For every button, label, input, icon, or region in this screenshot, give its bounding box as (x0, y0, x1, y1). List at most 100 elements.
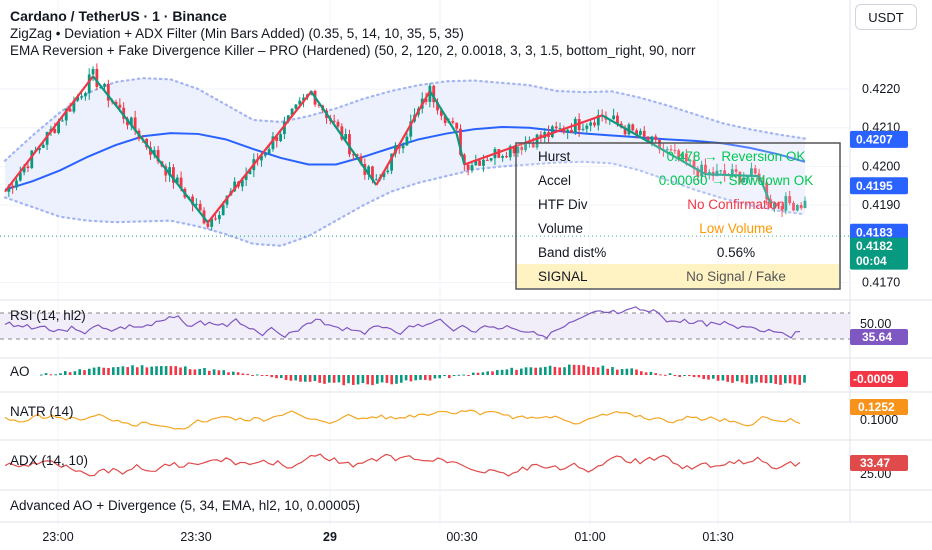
rsi-level-label: 50.00 (860, 317, 891, 331)
ao-bar (275, 375, 278, 379)
candle-body (765, 182, 769, 200)
upper-band-line (3, 77, 807, 162)
ao-bar (150, 366, 153, 375)
candle-body (45, 132, 49, 145)
time-tick-label: 23:00 (42, 530, 73, 544)
candle-body (198, 203, 202, 211)
ao-bar (390, 375, 393, 385)
candle-body (535, 134, 539, 148)
candle-body (95, 68, 99, 88)
candle-body (191, 196, 194, 205)
candle-body (623, 127, 627, 135)
ao-bar (232, 371, 235, 375)
candle-body (723, 170, 727, 175)
ao-bar (712, 375, 715, 379)
candle-body (390, 153, 394, 171)
ao-bar (774, 375, 777, 384)
time-tick-label: 23:30 (180, 530, 211, 544)
ao-bar (236, 372, 240, 375)
candle-body (550, 126, 554, 137)
ao-bar (572, 364, 576, 375)
candle-body (738, 171, 742, 183)
price-axis[interactable]: 0.42200.42100.42000.41900.41700.42070.41… (850, 82, 908, 290)
candle-body (298, 100, 302, 105)
ao-divergence-indicator-title[interactable]: Advanced AO + Divergence (5, 34, EMA, hl… (10, 498, 361, 513)
zigzag-segment (463, 114, 603, 166)
candle-body (508, 146, 512, 158)
zigzag-indicator-title[interactable]: ZigZag • Deviation + ADX Filter (Min Bar… (10, 26, 464, 41)
candle-body (524, 143, 527, 151)
candle-body (780, 206, 784, 211)
ao-bar (73, 371, 77, 375)
ao-bar (59, 373, 62, 375)
ao-bar (707, 375, 710, 380)
candle-body (581, 128, 585, 131)
ao-bar (803, 375, 806, 383)
zigzag-line (0, 75, 850, 237)
ao-bar (121, 366, 125, 375)
ao-bar (145, 367, 149, 375)
ao-bar (112, 367, 115, 375)
currency-button[interactable]: USDT (855, 4, 917, 30)
candle-body (240, 179, 244, 187)
candle-body (61, 120, 64, 122)
adx-title: ADX (14, 10) (10, 453, 88, 468)
ao-bar (764, 375, 768, 384)
price-tick-label: 0.4220 (862, 82, 900, 96)
ao-bar (625, 368, 629, 375)
candle-body (750, 168, 753, 177)
ao-bar (131, 365, 134, 375)
ao-bar (217, 370, 221, 375)
candle-body (152, 150, 156, 155)
candle-body (428, 85, 432, 102)
adx-value-tag (850, 455, 908, 471)
ao-bar (544, 366, 547, 375)
ao-bar (534, 367, 537, 375)
time-axis[interactable]: 23:00 23:30 29 00:30 01:00 01:30 (42, 530, 733, 544)
zigzag-segment (455, 133, 466, 165)
ao-bar (328, 375, 331, 383)
candle-body (558, 128, 562, 130)
candle-body (596, 115, 600, 126)
candle-body (91, 68, 95, 75)
candle-body (616, 115, 619, 124)
ao-bar (424, 375, 427, 380)
table-row-value: Low Volume (699, 221, 773, 236)
ao-bar (54, 374, 57, 376)
candle-body (462, 154, 466, 165)
ao-bar (342, 375, 345, 386)
ao-bar (601, 365, 605, 375)
ema-reversion-indicator-title[interactable]: EMA Reversion + Fake Divergence Killer –… (10, 43, 696, 58)
ao-bar (294, 375, 297, 381)
ao-bar (414, 375, 417, 381)
ao-bar (323, 375, 326, 384)
candle-body (646, 136, 650, 143)
candle-body (784, 196, 788, 211)
table-row-value: No Confirmation (687, 197, 785, 212)
price-tag-label: 0.4195 (856, 179, 893, 193)
candle-body (531, 142, 535, 148)
price-tag-label: 0.4207 (856, 132, 893, 146)
ao-bar (510, 367, 513, 375)
ao-bar (673, 375, 677, 377)
candle-body (164, 166, 168, 176)
price-tag-label: 0.4183 (856, 225, 893, 239)
candle-body (684, 153, 688, 162)
candle-body (665, 149, 669, 151)
countdown-label: 00:04 (856, 254, 887, 268)
candle-body (248, 170, 252, 175)
ao-bar (251, 375, 254, 376)
candle-body (639, 130, 642, 135)
ao-bar (164, 366, 168, 375)
candle-body (424, 98, 428, 102)
ao-bar (376, 375, 379, 384)
rsi-line (4, 306, 801, 339)
ao-bar (318, 375, 321, 383)
candle-body (64, 108, 68, 121)
candle-body (114, 101, 118, 105)
ao-bar (630, 368, 633, 375)
candle-body (470, 165, 474, 171)
table-row-value: No Signal / Fake (686, 269, 786, 284)
candle-body (746, 176, 749, 178)
